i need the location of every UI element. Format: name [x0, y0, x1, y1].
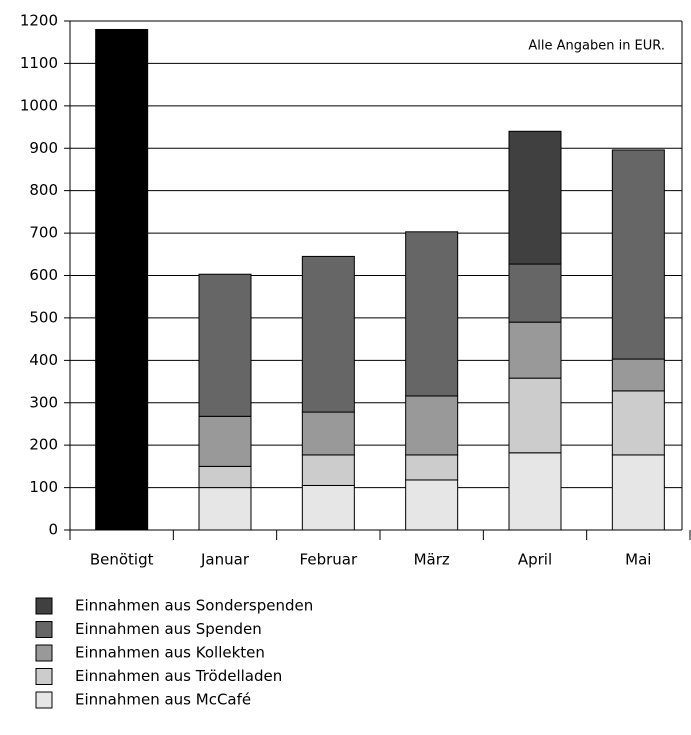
x-tick-label: Januar	[200, 551, 250, 569]
bar-segment	[301, 484, 355, 531]
x-tick-label: Benötigt	[90, 551, 154, 569]
y-tick-label: 1000	[20, 96, 58, 114]
x-tick-label: Februar	[300, 551, 358, 569]
legend-label: Einnahmen aus Sonderspenden	[75, 597, 313, 615]
y-tick-label: 1100	[20, 54, 58, 72]
bar-segment	[198, 273, 252, 417]
legend-swatch	[35, 691, 53, 709]
x-tick-label: März	[414, 551, 450, 569]
legend-swatch	[35, 597, 53, 615]
bar-segment	[508, 321, 562, 379]
bar-segment	[198, 487, 252, 531]
y-tick-label: 200	[29, 436, 58, 454]
bar-segment	[301, 255, 355, 413]
bar-segment	[508, 377, 562, 454]
bar-segment	[508, 263, 562, 323]
y-tick-label: 900	[29, 139, 58, 157]
y-tick-label: 400	[29, 351, 58, 369]
legend-label: Einnahmen aus McCafé	[75, 691, 251, 709]
y-tick-label: 100	[29, 478, 58, 496]
bar-segment	[405, 454, 459, 481]
bar-segment	[95, 28, 149, 531]
bar-segment	[405, 231, 459, 397]
bar-segment	[611, 358, 665, 392]
bar-segment	[611, 454, 665, 531]
bar-segment	[198, 465, 252, 489]
y-tick-label: 600	[29, 266, 58, 284]
bar-segment	[405, 395, 459, 456]
bar-segment	[611, 149, 665, 360]
y-tick-label: 800	[29, 181, 58, 199]
bar-segment	[301, 454, 355, 486]
bar-segment	[508, 452, 562, 531]
bar-segment	[301, 411, 355, 456]
x-tick-label: April	[518, 551, 552, 569]
legend-label: Einnahmen aus Spenden	[75, 620, 262, 638]
y-tick-label: 300	[29, 393, 58, 411]
y-tick-label: 1200	[20, 12, 58, 30]
bar-segment	[405, 479, 459, 531]
annotation: Alle Angaben in EUR.	[528, 39, 665, 54]
legend-label: Einnahmen aus Kollekten	[75, 644, 265, 662]
x-tick-label: Mai	[625, 551, 651, 569]
legend-swatch	[35, 621, 53, 638]
bar-segment	[198, 415, 252, 467]
legend-swatch	[35, 644, 53, 662]
bar-segment	[611, 390, 665, 456]
legend-swatch	[35, 668, 53, 685]
legend-label: Einnahmen aus Trödelladen	[75, 667, 282, 685]
y-tick-label: 700	[29, 224, 58, 242]
bar-segment	[508, 130, 562, 265]
y-tick-label: 0	[48, 521, 58, 539]
y-tick-label: 500	[29, 308, 58, 326]
